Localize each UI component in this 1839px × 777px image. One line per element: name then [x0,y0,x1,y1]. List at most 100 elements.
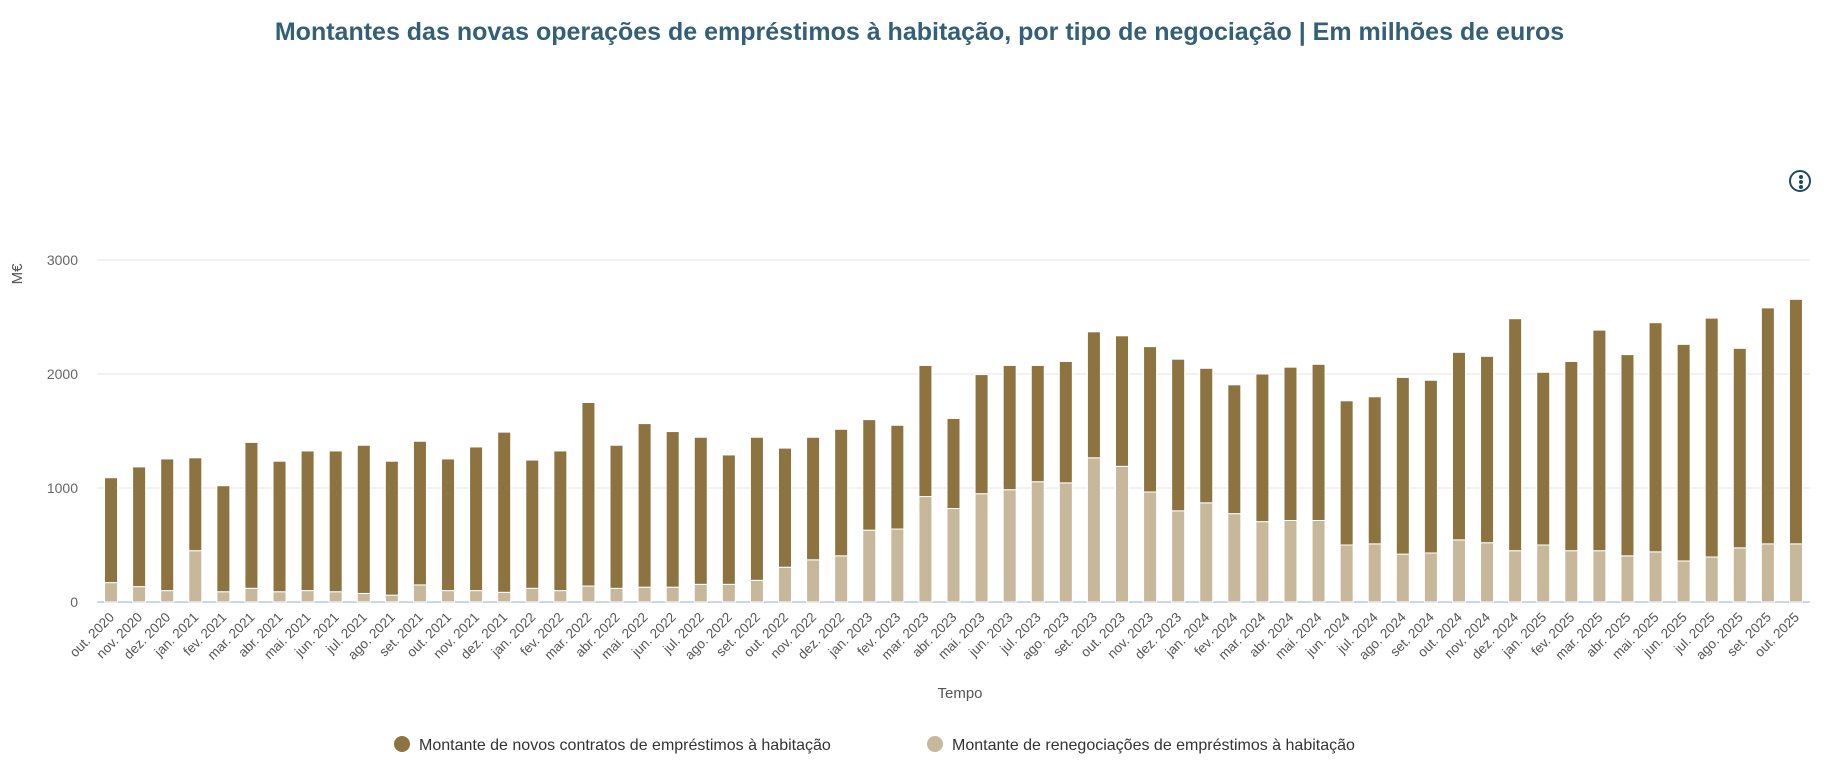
bar-novos-contratos[interactable] [806,436,821,561]
bar-novos-contratos[interactable] [1480,355,1495,544]
bar-renegociacoes[interactable] [1676,560,1691,603]
bar-renegociacoes[interactable] [525,587,540,603]
bar-novos-contratos[interactable] [1536,371,1551,546]
bar-renegociacoes[interactable] [216,591,231,603]
bar-renegociacoes[interactable] [693,583,708,603]
bar-renegociacoes[interactable] [1564,550,1579,603]
bar-renegociacoes[interactable] [356,592,371,603]
bar-renegociacoes[interactable] [384,594,399,603]
bar-novos-contratos[interactable] [132,466,147,588]
bar-renegociacoes[interactable] [188,550,203,603]
bar-renegociacoes[interactable] [665,586,680,603]
bar-novos-contratos[interactable] [244,441,259,589]
bar-novos-contratos[interactable] [946,417,961,510]
bar-novos-contratos[interactable] [749,436,764,581]
bar-renegociacoes[interactable] [806,559,821,603]
bar-renegociacoes[interactable] [1058,482,1073,603]
bar-renegociacoes[interactable] [1423,552,1438,603]
bar-renegociacoes[interactable] [918,496,933,603]
bar-renegociacoes[interactable] [104,582,119,603]
bar-renegociacoes[interactable] [1480,542,1495,603]
bar-novos-contratos[interactable] [1143,346,1158,493]
bar-renegociacoes[interactable] [1339,544,1354,603]
bar-novos-contratos[interactable] [721,454,736,585]
bar-renegociacoes[interactable] [1788,543,1803,603]
bar-novos-contratos[interactable] [834,428,849,557]
bar-renegociacoes[interactable] [581,585,596,603]
bar-novos-contratos[interactable] [1788,298,1803,545]
bar-novos-contratos[interactable] [1114,335,1129,467]
bar-novos-contratos[interactable] [1367,396,1382,545]
bar-novos-contratos[interactable] [188,457,203,552]
bar-renegociacoes[interactable] [300,590,315,603]
bar-renegociacoes[interactable] [1171,510,1186,603]
legend-item[interactable]: Montante de renegociações de empréstimos… [927,736,1355,754]
bar-renegociacoes[interactable] [721,583,736,603]
bar-renegociacoes[interactable] [637,586,652,603]
bar-novos-contratos[interactable] [1395,376,1410,555]
bar-novos-contratos[interactable] [328,450,343,593]
bar-renegociacoes[interactable] [1732,547,1747,603]
bar-novos-contratos[interactable] [1676,343,1691,562]
bar-novos-contratos[interactable] [104,477,119,584]
bar-novos-contratos[interactable] [1311,363,1326,521]
bar-novos-contratos[interactable] [609,444,624,589]
bar-renegociacoes[interactable] [778,566,793,603]
bar-novos-contratos[interactable] [553,450,568,592]
bar-novos-contratos[interactable] [1732,347,1747,549]
bar-renegociacoes[interactable] [749,579,764,603]
bar-renegociacoes[interactable] [1508,550,1523,603]
bar-novos-contratos[interactable] [974,374,989,495]
bar-novos-contratos[interactable] [1255,373,1270,523]
bar-renegociacoes[interactable] [132,586,147,603]
bar-novos-contratos[interactable] [1704,317,1719,558]
bar-novos-contratos[interactable] [441,458,456,592]
bar-renegociacoes[interactable] [946,508,961,603]
bar-renegociacoes[interactable] [244,587,259,603]
bar-renegociacoes[interactable] [1620,555,1635,603]
bar-novos-contratos[interactable] [525,459,540,589]
bar-renegociacoes[interactable] [609,587,624,603]
bar-novos-contratos[interactable] [1592,329,1607,552]
bar-novos-contratos[interactable] [1171,358,1186,512]
bar-novos-contratos[interactable] [216,485,231,593]
bar-renegociacoes[interactable] [1592,550,1607,603]
bar-renegociacoes[interactable] [1536,544,1551,603]
bar-renegociacoes[interactable] [412,584,427,603]
bar-renegociacoes[interactable] [974,493,989,603]
bar-renegociacoes[interactable] [1114,465,1129,603]
bar-renegociacoes[interactable] [497,591,512,603]
bar-novos-contratos[interactable] [1760,307,1775,545]
bar-novos-contratos[interactable] [160,458,175,592]
bar-renegociacoes[interactable] [1086,457,1101,603]
bar-novos-contratos[interactable] [1423,379,1438,554]
bar-novos-contratos[interactable] [1508,318,1523,552]
bar-renegociacoes[interactable] [1648,551,1663,603]
bar-novos-contratos[interactable] [272,460,287,593]
bar-novos-contratos[interactable] [1648,322,1663,553]
bar-novos-contratos[interactable] [665,431,680,588]
bar-renegociacoes[interactable] [441,590,456,603]
bar-renegociacoes[interactable] [1311,519,1326,603]
bar-novos-contratos[interactable] [1086,331,1101,459]
bar-renegociacoes[interactable] [1030,481,1045,603]
bar-renegociacoes[interactable] [1255,521,1270,603]
bar-novos-contratos[interactable] [1564,360,1579,552]
bar-renegociacoes[interactable] [834,555,849,603]
bar-novos-contratos[interactable] [300,450,315,592]
bar-novos-contratos[interactable] [693,436,708,585]
bar-renegociacoes[interactable] [1227,513,1242,603]
bar-renegociacoes[interactable] [469,590,484,603]
bar-novos-contratos[interactable] [1339,400,1354,546]
bar-novos-contratos[interactable] [1451,351,1466,541]
bar-novos-contratos[interactable] [778,447,793,568]
bar-renegociacoes[interactable] [1451,539,1466,603]
bar-renegociacoes[interactable] [1395,553,1410,603]
bar-renegociacoes[interactable] [1283,519,1298,603]
bar-novos-contratos[interactable] [637,423,652,588]
bar-renegociacoes[interactable] [890,528,905,603]
bar-novos-contratos[interactable] [862,419,877,531]
bar-novos-contratos[interactable] [1002,364,1017,491]
bar-renegociacoes[interactable] [1367,543,1382,603]
legend-item[interactable]: Montante de novos contratos de empréstim… [394,736,831,754]
